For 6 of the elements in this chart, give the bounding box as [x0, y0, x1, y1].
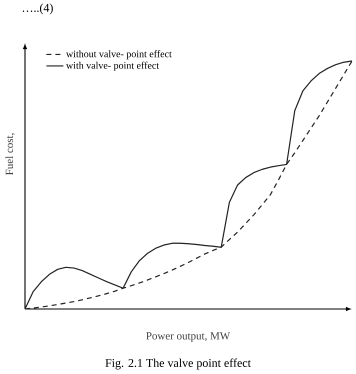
legend-label: without valve- point effect [66, 50, 172, 60]
legend-label: with valve- point effect [66, 62, 160, 71]
x-axis-title: Power output, MW [146, 332, 230, 342]
caption: Fig. 2.1 The valve point effect [105, 358, 251, 370]
text: …..(4) [22, 4, 53, 14]
y-axis-title: Fuel cost, [5, 133, 15, 175]
